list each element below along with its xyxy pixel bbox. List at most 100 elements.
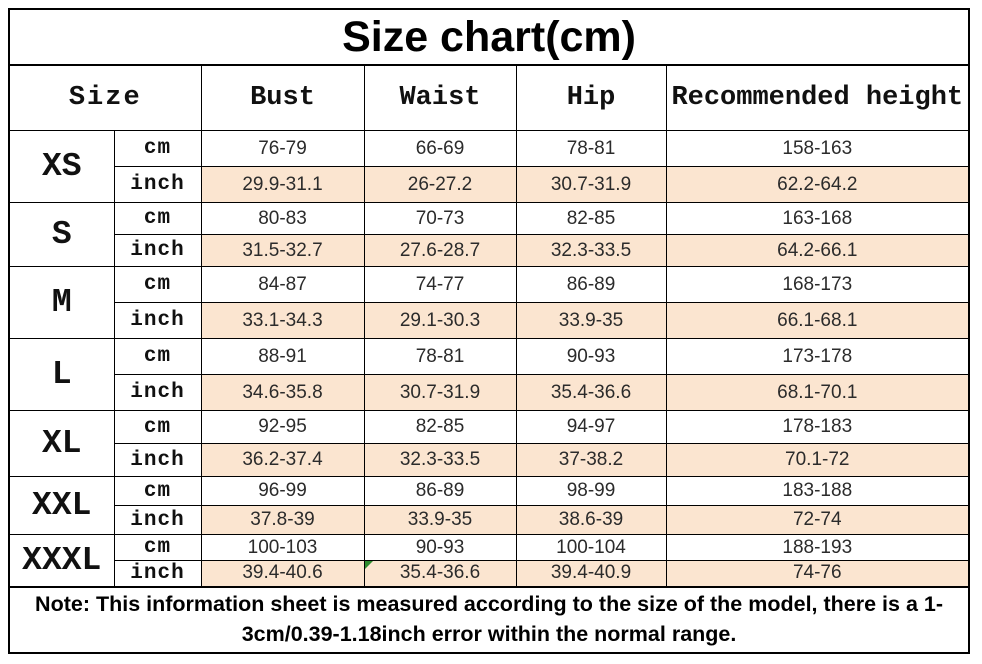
value-xxxl-inch-3: 74-76 bbox=[665, 560, 970, 587]
value-m-inch-3: 66.1-68.1 bbox=[665, 302, 970, 339]
value-xxl-cm-1: 86-89 bbox=[363, 476, 517, 506]
size-row-xxl-inch: inch 37.8-39 33.9-35 38.6-39 72-74 bbox=[9, 505, 970, 535]
value-l-cm-0: 88-91 bbox=[200, 338, 365, 375]
value-l-inch-2: 35.4-36.6 bbox=[515, 374, 667, 411]
value-xxxl-cm-3: 188-193 bbox=[665, 534, 970, 561]
value-m-inch-1: 29.1-30.3 bbox=[363, 302, 517, 339]
value-xxxl-cm-2: 100-104 bbox=[515, 534, 667, 561]
value-l-cm-2: 90-93 bbox=[515, 338, 667, 375]
note-row: Note: This information sheet is measured… bbox=[8, 585, 970, 653]
unit-label-inch: inch bbox=[113, 505, 202, 535]
value-xs-inch-2: 30.7-31.9 bbox=[515, 166, 667, 203]
size-row-xxxl-cm: XXXL cm 100-103 90-93 100-104 188-193 bbox=[8, 534, 970, 587]
value-s-cm-3: 163-168 bbox=[665, 202, 970, 235]
unit-label-cm: cm bbox=[113, 534, 202, 561]
size-row-xl-cm: XL cm 92-95 82-85 94-97 178-183 bbox=[8, 410, 970, 477]
size-row-xs-inch: inch 29.9-31.1 26-27.2 30.7-31.9 62.2-64.2 bbox=[9, 166, 970, 203]
unit-label-cm: cm bbox=[113, 202, 202, 235]
value-m-inch-2: 33.9-35 bbox=[515, 302, 667, 339]
size-label-m: M bbox=[8, 266, 115, 339]
size-row-xxxl-inch: inch 39.4-40.6 35.4-36.6 39.4-40.9 74-76 bbox=[9, 560, 970, 587]
size-row-xs-cm: XS cm 76-79 66-69 78-81 158-163 bbox=[8, 130, 970, 203]
value-xs-cm-0: 76-79 bbox=[200, 130, 365, 167]
unit-label-inch: inch bbox=[113, 560, 202, 587]
unit-label-inch: inch bbox=[113, 166, 202, 203]
column-header-waist: Waist bbox=[363, 64, 517, 131]
value-s-cm-0: 80-83 bbox=[200, 202, 365, 235]
value-xxl-inch-1: 33.9-35 bbox=[363, 505, 517, 535]
size-label-xs: XS bbox=[8, 130, 115, 203]
size-label-xxl: XXL bbox=[8, 476, 115, 535]
value-xs-inch-3: 62.2-64.2 bbox=[665, 166, 970, 203]
value-xxxl-cm-0: 100-103 bbox=[200, 534, 365, 561]
value-l-inch-1: 30.7-31.9 bbox=[363, 374, 517, 411]
size-chart-sheet: Size chart(cm) Size Bust Waist Hip Recom… bbox=[8, 8, 971, 654]
column-header-recommended-height: Recommended height bbox=[665, 64, 970, 131]
unit-label-inch: inch bbox=[113, 374, 202, 411]
value-m-cm-2: 86-89 bbox=[515, 266, 667, 303]
unit-label-inch: inch bbox=[113, 443, 202, 477]
value-l-cm-3: 173-178 bbox=[665, 338, 970, 375]
value-xl-cm-1: 82-85 bbox=[363, 410, 517, 444]
value-xl-inch-3: 70.1-72 bbox=[665, 443, 970, 477]
size-label-l: L bbox=[8, 338, 115, 411]
value-xl-cm-0: 92-95 bbox=[200, 410, 365, 444]
value-s-inch-1: 27.6-28.7 bbox=[363, 234, 517, 267]
value-xxl-cm-2: 98-99 bbox=[515, 476, 667, 506]
value-s-cm-1: 70-73 bbox=[363, 202, 517, 235]
value-xl-cm-3: 178-183 bbox=[665, 410, 970, 444]
unit-label-cm: cm bbox=[113, 476, 202, 506]
value-xs-cm-1: 66-69 bbox=[363, 130, 517, 167]
table-header-row: Size Bust Waist Hip Recommended height bbox=[8, 64, 970, 131]
value-xxxl-cm-1: 90-93 bbox=[363, 534, 517, 561]
value-l-cm-1: 78-81 bbox=[363, 338, 517, 375]
unit-label-cm: cm bbox=[113, 338, 202, 375]
size-row-s-inch: inch 31.5-32.7 27.6-28.7 32.3-33.5 64.2-66.1 bbox=[9, 234, 970, 267]
size-label-s: S bbox=[8, 202, 115, 267]
value-l-inch-3: 68.1-70.1 bbox=[665, 374, 970, 411]
value-m-cm-0: 84-87 bbox=[200, 266, 365, 303]
value-s-inch-2: 32.3-33.5 bbox=[515, 234, 667, 267]
value-xxl-inch-3: 72-74 bbox=[665, 505, 970, 535]
title-row: Size chart(cm) bbox=[8, 8, 970, 66]
value-xxxl-inch-2: 39.4-40.9 bbox=[515, 560, 667, 587]
column-header-size: Size bbox=[8, 64, 202, 131]
value-xs-inch-1: 26-27.2 bbox=[363, 166, 517, 203]
size-chart-table: Size chart(cm) Size Bust Waist Hip Recom… bbox=[8, 8, 971, 654]
size-label-xxxl: XXXL bbox=[8, 534, 115, 587]
value-xs-cm-3: 158-163 bbox=[665, 130, 970, 167]
size-row-m-inch: inch 33.1-34.3 29.1-30.3 33.9-35 66.1-68.1 bbox=[9, 302, 970, 339]
unit-label-inch: inch bbox=[113, 234, 202, 267]
value-s-inch-3: 64.2-66.1 bbox=[665, 234, 970, 267]
note-text: Note: This information sheet is measured… bbox=[8, 585, 970, 653]
unit-label-cm: cm bbox=[113, 266, 202, 303]
value-l-inch-0: 34.6-35.8 bbox=[200, 374, 365, 411]
value-m-inch-0: 33.1-34.3 bbox=[200, 302, 365, 339]
column-header-hip: Hip bbox=[515, 64, 667, 131]
value-xxl-cm-3: 183-188 bbox=[665, 476, 970, 506]
value-xl-inch-0: 36.2-37.4 bbox=[200, 443, 365, 477]
value-xxl-inch-0: 37.8-39 bbox=[200, 505, 365, 535]
size-row-xl-inch: inch 36.2-37.4 32.3-33.5 37-38.2 70.1-72 bbox=[9, 443, 970, 477]
value-xxl-cm-0: 96-99 bbox=[200, 476, 365, 506]
value-xl-inch-2: 37-38.2 bbox=[515, 443, 667, 477]
value-xs-cm-2: 78-81 bbox=[515, 130, 667, 167]
value-xl-inch-1: 32.3-33.5 bbox=[363, 443, 517, 477]
value-m-cm-3: 168-173 bbox=[665, 266, 970, 303]
size-row-l-inch: inch 34.6-35.8 30.7-31.9 35.4-36.6 68.1-70.1 bbox=[9, 374, 970, 411]
value-xxxl-inch-0: 39.4-40.6 bbox=[200, 560, 365, 587]
value-xxl-inch-2: 38.6-39 bbox=[515, 505, 667, 535]
unit-label-cm: cm bbox=[113, 130, 202, 167]
size-label-xl: XL bbox=[8, 410, 115, 477]
value-xs-inch-0: 29.9-31.1 bbox=[200, 166, 365, 203]
value-xl-cm-2: 94-97 bbox=[515, 410, 667, 444]
column-header-bust: Bust bbox=[200, 64, 365, 131]
value-xxxl-inch-1: 35.4-36.6 bbox=[363, 560, 517, 587]
page-title: Size chart(cm) bbox=[8, 8, 970, 66]
size-row-xxl-cm: XXL cm 96-99 86-89 98-99 183-188 bbox=[8, 476, 970, 535]
value-m-cm-1: 74-77 bbox=[363, 266, 517, 303]
unit-label-cm: cm bbox=[113, 410, 202, 444]
